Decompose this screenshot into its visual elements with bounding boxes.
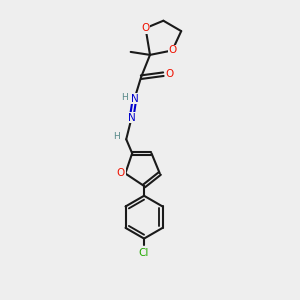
Text: O: O [141, 23, 150, 33]
Text: Cl: Cl [139, 248, 149, 258]
Text: H: H [121, 93, 128, 102]
Text: O: O [117, 169, 125, 178]
Text: N: N [131, 94, 138, 103]
Text: H: H [113, 132, 120, 141]
Text: O: O [168, 45, 176, 56]
Text: O: O [166, 69, 174, 79]
Text: N: N [128, 113, 135, 123]
